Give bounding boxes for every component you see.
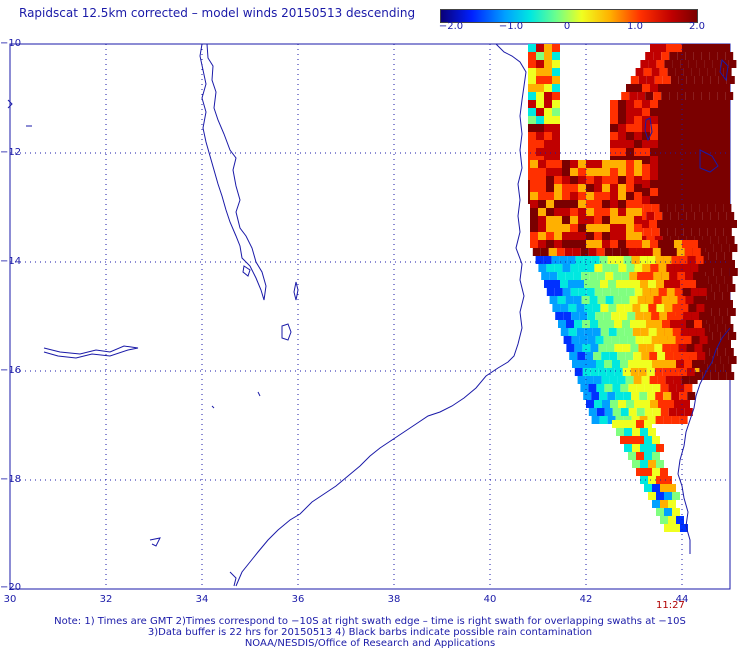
lon-label: 36: [291, 594, 305, 605]
lat-label: −14: [0, 256, 22, 267]
lat-label: −20: [0, 582, 22, 593]
lon-label: 44: [675, 594, 689, 605]
lon-label: 32: [99, 594, 113, 605]
lat-label: −18: [0, 474, 22, 485]
lat-label: −12: [0, 147, 22, 158]
swath-time: 11:27: [656, 600, 685, 611]
colorbar-tick: −2.0: [438, 21, 464, 32]
plot-title: Rapidscat 12.5km corrected – model winds…: [19, 6, 416, 20]
colorbar-tick: 1.0: [627, 21, 643, 32]
lon-label: 42: [579, 594, 593, 605]
lon-label: 38: [387, 594, 401, 605]
note-line-3: NOAA/NESDIS/Office of Research and Appli…: [244, 638, 496, 649]
lat-label: −16: [0, 365, 22, 376]
coastlines: [7, 43, 731, 587]
lon-label: 40: [483, 594, 497, 605]
colorbar-tick: 0: [563, 21, 571, 32]
colorbar-tick: 2.0: [689, 21, 705, 32]
lat-label: −10: [0, 38, 22, 49]
note-line-1: Note: 1) Times are GMT 2)Times correspon…: [54, 616, 686, 627]
graticule: [10, 44, 730, 589]
wind-swath: [528, 44, 738, 532]
note-line-2: 3)Data buffer is 22 hrs for 20150513 4) …: [147, 627, 593, 638]
lon-label: 34: [195, 594, 209, 605]
lon-label: 30: [3, 594, 17, 605]
colorbar-tick: −1.0: [498, 21, 524, 32]
colorbar: [440, 9, 698, 23]
